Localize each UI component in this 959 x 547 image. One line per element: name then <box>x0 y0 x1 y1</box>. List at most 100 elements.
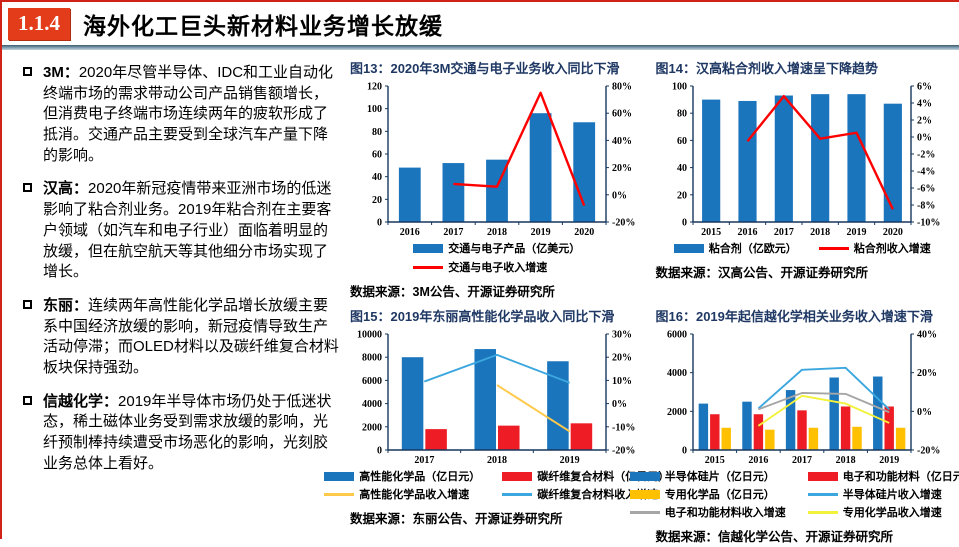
square-bullet-icon <box>23 299 32 309</box>
legend-bar-swatch <box>413 243 444 253</box>
svg-text:2000: 2000 <box>667 407 687 418</box>
figure-source: 数据来源：汉高公告、开源证券研究所 <box>655 266 869 280</box>
figure-legend: 粘合剂（亿欧元） 粘合剂收入增速 <box>654 240 952 256</box>
charts-grid: 图13：2020年3M交通与电子业务收入同比下滑 0 20 40 60 80 100 120 -… <box>324 50 959 547</box>
svg-text:2018: 2018 <box>487 227 507 238</box>
svg-text:60: 60 <box>677 136 687 147</box>
svg-text:2019: 2019 <box>879 455 899 466</box>
legend-label: 高性能化学品（亿日元） <box>359 471 481 483</box>
figure-fig13: 图13：2020年3M交通与电子业务收入同比下滑 0 20 40 60 80 100 120 -… <box>348 56 646 302</box>
svg-text:40: 40 <box>372 172 382 183</box>
bullet-label: 汉高： <box>43 180 89 198</box>
svg-text:-20%: -20% <box>612 218 635 229</box>
legend-label: 粘合剂收入增速 <box>853 243 931 255</box>
legend-bar-swatch <box>502 471 533 481</box>
svg-text:40%: 40% <box>917 330 937 341</box>
figure-legend: 交通与电子产品（亿美元） 交通与电子收入增速 <box>413 240 580 275</box>
figure-chart: 0 20 40 60 80 100 -10% -8% -6% -4% -2% 0% 2% 4% 6% 2015… <box>672 82 940 239</box>
legend-line-swatch <box>502 492 533 496</box>
legend-label: 半导体硅片（亿日元） <box>664 471 775 483</box>
svg-text:-20%: -20% <box>612 446 635 457</box>
legend-label: 半导体硅片收入增速 <box>842 489 942 501</box>
svg-text:2018: 2018 <box>810 227 830 238</box>
svg-text:40: 40 <box>677 163 687 174</box>
figure-fig15: 图15：2019年东丽高性能化学品收入同比下滑 0 2000 4000 6000 8000… <box>324 304 669 547</box>
figure-title: 图15：2019年东丽高性能化学品收入同比下滑 <box>350 309 615 324</box>
header: 1.1.4 海外化工巨头新材料业务增长放缓 <box>2 2 959 43</box>
svg-text:2017: 2017 <box>792 455 812 466</box>
page-title: 海外化工巨头新材料业务增长放缓 <box>83 14 443 39</box>
svg-text:2015: 2015 <box>705 455 725 466</box>
svg-text:20%: 20% <box>917 368 937 379</box>
legend-bar-swatch <box>673 243 704 253</box>
svg-text:2%: 2% <box>917 116 932 127</box>
bullet-item-1: 汉高：2020年新冠疫情带来亚洲市场的低迷影响了粘合剂业务。2019年粘合剂在主… <box>22 179 340 282</box>
legend-label: 专用化学品收入增速 <box>842 507 942 519</box>
legend-item: 半导体硅片收入增速 <box>807 486 959 502</box>
svg-text:2017: 2017 <box>414 455 434 466</box>
section-number-badge: 1.1.4 <box>8 8 70 40</box>
svg-text:4000: 4000 <box>362 399 382 410</box>
svg-text:2017: 2017 <box>443 227 463 238</box>
bullet-label: 东丽： <box>43 296 89 314</box>
svg-text:2016: 2016 <box>400 227 420 238</box>
svg-text:100: 100 <box>672 82 687 93</box>
svg-text:-8%: -8% <box>917 201 935 212</box>
legend-label: 交通与电子收入增速 <box>448 262 548 274</box>
svg-text:4%: 4% <box>917 99 932 110</box>
legend-line-swatch <box>818 246 849 250</box>
svg-text:2020: 2020 <box>574 227 594 238</box>
svg-text:-10%: -10% <box>917 218 940 229</box>
svg-text:0: 0 <box>377 218 382 229</box>
legend-line-swatch <box>629 510 660 514</box>
svg-text:4000: 4000 <box>667 368 687 379</box>
svg-text:2018: 2018 <box>487 455 507 466</box>
figure-chart: 0 2000 4000 6000 8000 10000 -20% -10% 0% 10% 20% 30… <box>357 330 635 467</box>
svg-text:2015: 2015 <box>701 227 721 238</box>
legend-item: 半导体硅片（亿日元） <box>629 468 786 484</box>
svg-text:0: 0 <box>377 446 382 457</box>
legend-bar-swatch <box>629 471 660 481</box>
svg-text:-6%: -6% <box>917 184 935 195</box>
legend-label: 电子和功能材料（亿日元） <box>842 471 959 483</box>
content-area: 3M：2020年尽管半导体、IDC和工业自动化终端市场的需求带动公司产品销售额增… <box>2 50 959 547</box>
svg-text:10000: 10000 <box>357 330 382 341</box>
legend-item: 高性能化学品收入增速 <box>324 486 480 502</box>
legend-label: 交通与电子产品（亿美元） <box>448 243 581 255</box>
legend-item: 电子和功能材料收入增速 <box>629 504 786 520</box>
legend-line-swatch <box>324 492 355 496</box>
bullet-item-2: 东丽：连续两年高性能化学品增长放缓主要系中国经济放缓的影响，新冠疫情导致生产活动… <box>22 296 340 379</box>
bullet-text: 2020年尽管半导体、IDC和工业自动化终端市场的需求带动公司产品销售额增长，但… <box>43 64 334 164</box>
figure-chart: 0 2000 4000 6000 -20% 0% 20% 40% 2015 2016 2017 201… <box>667 330 940 467</box>
svg-text:120: 120 <box>367 82 382 93</box>
legend-line-swatch <box>807 492 838 496</box>
summary-panel: 3M：2020年尽管半导体、IDC和工业自动化终端市场的需求带动公司产品销售额增… <box>2 50 344 487</box>
svg-text:0%: 0% <box>917 133 932 144</box>
figure-title: 图14：汉高粘合剂收入增速呈下降趋势 <box>655 61 878 76</box>
svg-text:20: 20 <box>372 195 382 206</box>
svg-text:100: 100 <box>367 104 382 115</box>
legend-label: 粘合剂（亿欧元） <box>708 243 797 255</box>
bullet-text: 2020年新冠疫情带来亚洲市场的低迷影响了粘合剂业务。2019年粘合剂在主要客户… <box>43 180 332 281</box>
bullet-text: 连续两年高性能化学品增长放缓主要系中国经济放缓的影响，新冠疫情导致生产活动停滞；… <box>43 296 339 376</box>
svg-text:-10%: -10% <box>612 422 635 433</box>
svg-text:80: 80 <box>372 127 382 138</box>
svg-text:2019: 2019 <box>559 455 579 466</box>
svg-text:20: 20 <box>677 190 687 201</box>
legend-line-swatch <box>807 510 838 514</box>
figure-title: 图16：2019年起信越化学相关业务收入增速下滑 <box>655 309 933 324</box>
figure-legend: 半导体硅片（亿日元） 电子和功能材料（亿日元） 专用化学品（亿日元） 半导体硅片收入增… <box>629 468 959 520</box>
bullet-label: 3M： <box>43 64 79 81</box>
title-divider <box>2 45 959 50</box>
svg-text:-20%: -20% <box>917 446 940 457</box>
svg-text:6000: 6000 <box>362 376 382 387</box>
svg-text:2017: 2017 <box>774 227 794 238</box>
legend-bar-swatch <box>629 489 660 499</box>
svg-text:80: 80 <box>677 109 687 120</box>
svg-text:2016: 2016 <box>738 227 758 238</box>
legend-label: 碳纤维复合材料收入增速 <box>537 489 659 501</box>
svg-text:8000: 8000 <box>362 353 382 364</box>
figure-source: 数据来源：3M公告、开源证券研究所 <box>350 285 555 299</box>
square-bullet-icon <box>23 67 32 76</box>
svg-text:80%: 80% <box>612 82 632 93</box>
